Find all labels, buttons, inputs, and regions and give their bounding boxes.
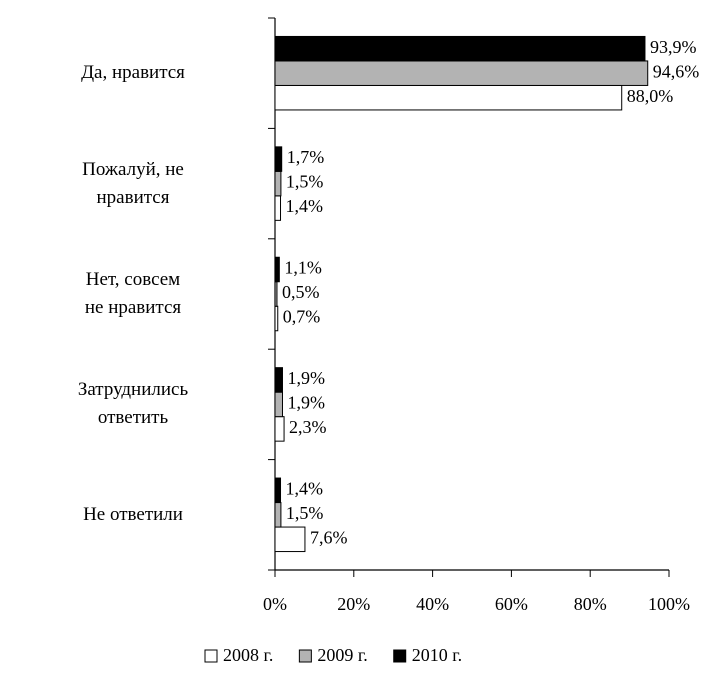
category-label: Да, нравится xyxy=(81,62,185,84)
value-label: 1,4% xyxy=(286,196,324,216)
value-label: 1,5% xyxy=(286,172,324,192)
bar xyxy=(274,195,282,221)
bar xyxy=(274,170,282,197)
legend-swatch xyxy=(298,649,312,663)
bar xyxy=(274,502,282,528)
bar xyxy=(274,256,280,283)
x-tick-label: 0% xyxy=(263,594,287,614)
value-label: 94,6% xyxy=(653,61,700,81)
value-label: 93,9% xyxy=(650,37,697,57)
bar xyxy=(274,477,282,504)
x-tick-label: 60% xyxy=(495,594,528,614)
bar xyxy=(274,416,285,442)
x-tick-label: 80% xyxy=(574,594,607,614)
x-tick-label: 20% xyxy=(337,594,370,614)
value-label: 1,9% xyxy=(287,393,325,413)
legend-label: 2010 г. xyxy=(412,645,462,665)
value-label: 2,3% xyxy=(289,417,327,437)
category-label: Не ответили xyxy=(83,503,183,525)
bar xyxy=(274,367,283,393)
bar xyxy=(274,526,306,553)
value-label: 1,7% xyxy=(287,147,325,167)
bar xyxy=(274,60,649,86)
value-label: 1,4% xyxy=(286,478,324,498)
bar xyxy=(274,305,279,332)
legend-label: 2008 г. xyxy=(223,645,273,665)
value-label: 88,0% xyxy=(627,86,674,106)
bar xyxy=(274,391,283,418)
value-label: 1,9% xyxy=(287,368,325,388)
category-label: Пожалуй, не нравится xyxy=(82,158,184,208)
bar xyxy=(274,35,646,62)
value-label: 1,1% xyxy=(284,258,322,278)
value-label: 0,7% xyxy=(283,307,321,327)
legend-label: 2009 г. xyxy=(317,645,367,665)
category-label: Нет, совсем не нравится xyxy=(84,269,182,318)
value-label: 7,6% xyxy=(310,527,348,547)
bar xyxy=(274,146,283,172)
legend-swatch xyxy=(393,649,407,663)
value-label: 0,5% xyxy=(282,282,320,302)
bar xyxy=(274,281,278,307)
legend-swatch xyxy=(204,649,218,663)
category-label: Затруднились ответить xyxy=(77,379,189,429)
bar xyxy=(274,84,623,111)
value-label: 1,5% xyxy=(286,503,324,523)
x-tick-label: 100% xyxy=(648,594,690,614)
x-tick-label: 40% xyxy=(416,594,449,614)
